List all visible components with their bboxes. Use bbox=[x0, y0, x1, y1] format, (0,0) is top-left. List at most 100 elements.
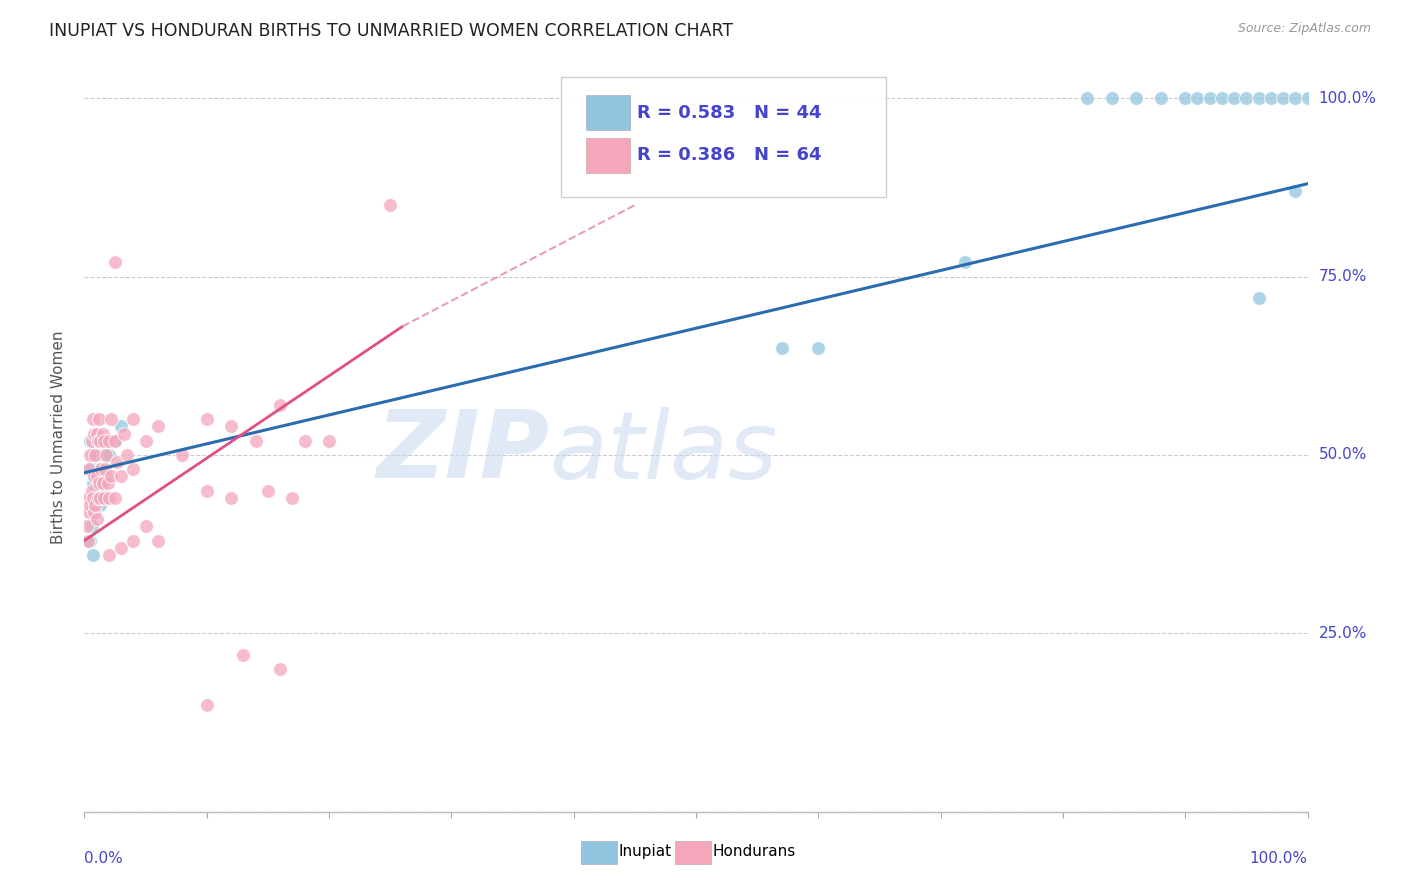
Point bbox=[82, 548, 104, 562]
Point bbox=[93, 434, 115, 448]
Point bbox=[86, 434, 108, 448]
Point bbox=[1174, 91, 1197, 105]
Text: R = 0.386   N = 64: R = 0.386 N = 64 bbox=[637, 146, 821, 164]
Point bbox=[807, 341, 830, 355]
Point bbox=[90, 462, 112, 476]
Point bbox=[79, 448, 101, 462]
Point bbox=[100, 412, 122, 426]
Point bbox=[94, 462, 117, 476]
Point bbox=[146, 533, 169, 548]
Point bbox=[1150, 91, 1173, 105]
Point bbox=[91, 426, 114, 441]
Point bbox=[96, 448, 118, 462]
Point bbox=[1211, 91, 1233, 105]
Point bbox=[1247, 291, 1270, 305]
Point bbox=[1236, 91, 1258, 105]
Point bbox=[87, 434, 110, 448]
Point bbox=[110, 419, 132, 434]
Point bbox=[1260, 91, 1282, 105]
Point bbox=[122, 412, 145, 426]
Point bbox=[77, 505, 100, 519]
Point bbox=[1125, 91, 1147, 105]
FancyBboxPatch shape bbox=[586, 138, 630, 172]
Point bbox=[87, 476, 110, 491]
Point bbox=[953, 255, 976, 269]
Text: 75.0%: 75.0% bbox=[1319, 269, 1367, 284]
Point bbox=[82, 476, 104, 491]
Point bbox=[91, 448, 114, 462]
Text: 0.0%: 0.0% bbox=[84, 851, 124, 865]
Point bbox=[257, 483, 280, 498]
Point bbox=[83, 505, 105, 519]
Point bbox=[82, 491, 104, 505]
Point bbox=[172, 448, 194, 462]
Point bbox=[77, 462, 100, 476]
Point bbox=[219, 491, 242, 505]
Point bbox=[1101, 91, 1123, 105]
Point bbox=[91, 476, 114, 491]
Point bbox=[83, 498, 105, 512]
FancyBboxPatch shape bbox=[586, 95, 630, 130]
Point bbox=[93, 491, 115, 505]
Point bbox=[86, 426, 108, 441]
Text: atlas: atlas bbox=[550, 407, 778, 498]
Point bbox=[104, 434, 127, 448]
FancyBboxPatch shape bbox=[561, 78, 886, 197]
Point bbox=[83, 469, 105, 483]
Point bbox=[79, 462, 101, 476]
Point bbox=[104, 434, 127, 448]
Point bbox=[135, 434, 157, 448]
Point bbox=[1284, 91, 1306, 105]
Point bbox=[86, 491, 108, 505]
Point bbox=[80, 434, 103, 448]
Point bbox=[79, 498, 101, 512]
Point bbox=[80, 483, 103, 498]
Text: 100.0%: 100.0% bbox=[1250, 851, 1308, 865]
Point bbox=[89, 491, 111, 505]
Point bbox=[110, 541, 132, 555]
Point bbox=[90, 483, 112, 498]
Point bbox=[195, 698, 218, 712]
Point bbox=[97, 448, 120, 462]
Point bbox=[82, 412, 104, 426]
Text: Hondurans: Hondurans bbox=[713, 845, 796, 859]
Point bbox=[87, 412, 110, 426]
Point bbox=[104, 255, 127, 269]
Point bbox=[84, 448, 107, 462]
Point bbox=[79, 533, 101, 548]
Point bbox=[105, 455, 128, 469]
Point bbox=[1187, 91, 1209, 105]
Point bbox=[97, 548, 120, 562]
Point bbox=[112, 426, 135, 441]
Point bbox=[135, 519, 157, 533]
Point bbox=[100, 469, 122, 483]
Point bbox=[380, 198, 402, 212]
Point bbox=[294, 434, 316, 448]
Point bbox=[86, 512, 108, 526]
Point bbox=[1247, 91, 1270, 105]
Point bbox=[219, 419, 242, 434]
Point bbox=[82, 448, 104, 462]
Point bbox=[770, 341, 793, 355]
Point bbox=[1076, 91, 1098, 105]
Point bbox=[77, 491, 100, 505]
Point bbox=[1272, 91, 1295, 105]
Point bbox=[83, 505, 105, 519]
Text: 50.0%: 50.0% bbox=[1319, 448, 1367, 462]
Point bbox=[83, 426, 105, 441]
Point bbox=[86, 462, 108, 476]
Point bbox=[87, 476, 110, 491]
Point bbox=[97, 434, 120, 448]
Point bbox=[245, 434, 267, 448]
Point bbox=[1284, 184, 1306, 198]
Point bbox=[86, 469, 108, 483]
Point bbox=[79, 434, 101, 448]
Text: Inupiat: Inupiat bbox=[619, 845, 672, 859]
Point bbox=[96, 469, 118, 483]
Point bbox=[97, 476, 120, 491]
Text: 100.0%: 100.0% bbox=[1319, 91, 1376, 105]
Point bbox=[269, 662, 291, 676]
Point bbox=[195, 412, 218, 426]
Point bbox=[84, 505, 107, 519]
Text: INUPIAT VS HONDURAN BIRTHS TO UNMARRIED WOMEN CORRELATION CHART: INUPIAT VS HONDURAN BIRTHS TO UNMARRIED … bbox=[49, 22, 734, 40]
